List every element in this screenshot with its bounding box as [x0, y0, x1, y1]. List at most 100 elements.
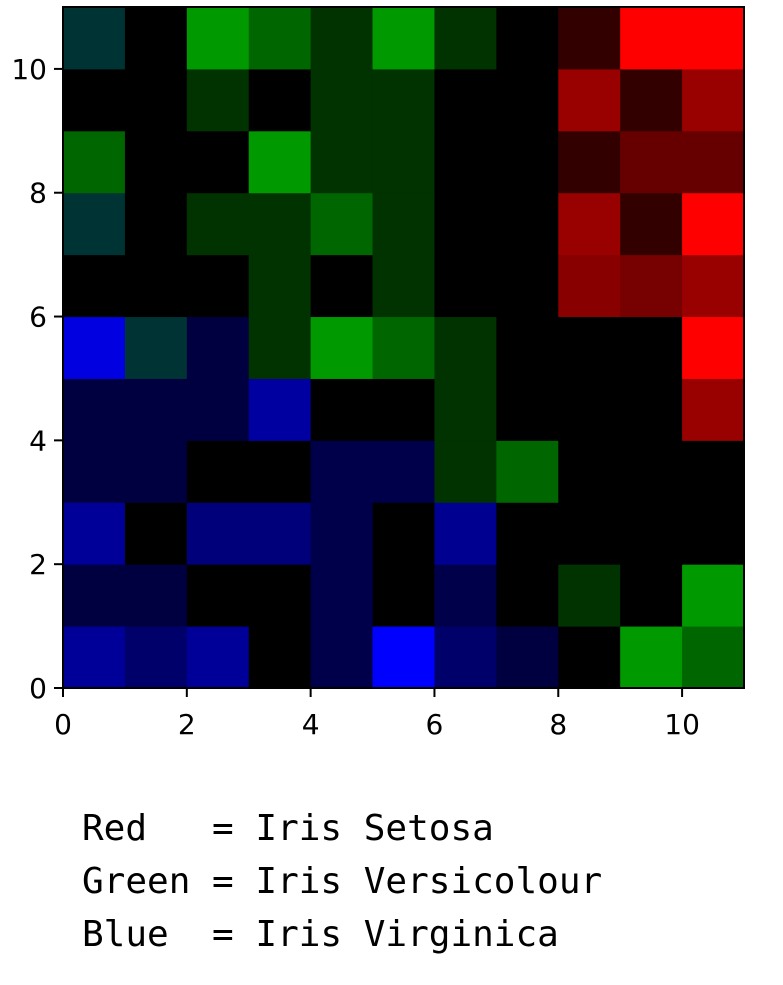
heatmap-cell [310, 626, 374, 689]
heatmap-cell [558, 564, 621, 627]
heatmap-cell [63, 440, 126, 503]
heatmap-cell [186, 626, 250, 689]
heatmap-cell [558, 254, 621, 318]
heatmap-cell [372, 68, 435, 132]
heatmap-cell [620, 130, 683, 194]
heatmap-cell [434, 192, 497, 256]
heatmap-cell [682, 626, 745, 689]
heatmap-cell [496, 68, 559, 132]
heatmap-cell [124, 192, 188, 256]
heatmap-cell [124, 68, 188, 132]
heatmap-cell [496, 502, 559, 565]
heatmap-cell [620, 192, 683, 256]
heatmap-cell [558, 378, 621, 441]
heatmap-cell [682, 192, 745, 256]
heatmap-cell [682, 564, 745, 627]
heatmap-cell [310, 7, 374, 70]
heatmap-chart: 0 2 4 6 8 10 0 2 4 6 8 10 [11, 6, 745, 741]
y-tick-label: 6 [29, 301, 47, 334]
heatmap-cell [124, 7, 188, 70]
heatmap-cell [558, 68, 621, 132]
heatmap-cell [124, 440, 188, 503]
heatmap-cell [372, 192, 435, 256]
heatmap-cell [310, 192, 374, 256]
heatmap-cell [124, 378, 188, 441]
heatmap-cell [186, 130, 250, 194]
heatmap-cell [186, 502, 250, 565]
heatmap-cell [248, 440, 312, 503]
heatmap-cell [496, 130, 559, 194]
heatmap-cell [248, 68, 312, 132]
x-axis: 0 2 4 6 8 10 [54, 688, 700, 741]
heatmap-cell [620, 626, 683, 689]
heatmap-cell [186, 316, 250, 379]
heatmap-cell [372, 502, 435, 565]
heatmap-cell [310, 316, 374, 379]
heatmap-cell [124, 564, 188, 627]
heatmap-cell [124, 316, 188, 379]
legend-green: Green = Iris Versicolour [82, 861, 603, 902]
heatmap-cell [63, 68, 126, 132]
heatmap-cell [248, 626, 312, 689]
heatmap-cell [310, 254, 374, 318]
heatmap-cell [63, 564, 126, 627]
heatmap-cell [682, 502, 745, 565]
heatmap-cell [63, 502, 126, 565]
y-tick-label: 0 [29, 672, 47, 705]
heatmap-cell [248, 316, 312, 379]
heatmap-cell [63, 7, 126, 70]
heatmap-cell [310, 378, 374, 441]
heatmap-cell [434, 68, 497, 132]
heatmap-cell [124, 502, 188, 565]
heatmap-cell [558, 502, 621, 565]
heatmap-cell [434, 626, 497, 689]
heatmap-cell [63, 130, 126, 194]
heatmap-cell [620, 254, 683, 318]
x-tick-label: 10 [664, 708, 700, 741]
heatmap-cell [558, 130, 621, 194]
heatmap-cell [63, 254, 126, 318]
heatmap-cell [434, 378, 497, 441]
heatmap-cell [372, 378, 435, 441]
y-axis: 0 2 4 6 8 10 [11, 53, 63, 705]
heatmap-cell [496, 378, 559, 441]
heatmap-cell [682, 254, 745, 318]
y-tick-label: 4 [29, 424, 47, 457]
heatmap-cell [186, 254, 250, 318]
heatmap-cell [496, 192, 559, 256]
heatmap-cell [372, 564, 435, 627]
heatmap-cell [620, 7, 683, 70]
heatmap-cell [248, 378, 312, 441]
heatmap-cells [63, 7, 745, 689]
heatmap-cell [310, 68, 374, 132]
y-tick-label: 10 [11, 53, 47, 86]
heatmap-cell [496, 254, 559, 318]
x-tick-label: 8 [549, 708, 567, 741]
heatmap-cell [434, 564, 497, 627]
heatmap-cell [248, 254, 312, 318]
heatmap-cell [248, 502, 312, 565]
heatmap-cell [434, 316, 497, 379]
heatmap-cell [434, 440, 497, 503]
heatmap-cell [558, 192, 621, 256]
heatmap-cell [310, 130, 374, 194]
heatmap-cell [372, 440, 435, 503]
heatmap-cell [434, 502, 497, 565]
heatmap-cell [310, 502, 374, 565]
heatmap-cell [496, 440, 559, 503]
heatmap-cell [496, 626, 559, 689]
heatmap-cell [682, 130, 745, 194]
heatmap-cell [372, 130, 435, 194]
x-tick-label: 6 [426, 708, 444, 741]
heatmap-cell [310, 440, 374, 503]
heatmap-cell [186, 68, 250, 132]
heatmap-cell [620, 440, 683, 503]
heatmap-cell [248, 7, 312, 70]
heatmap-cell [682, 440, 745, 503]
heatmap-cell [124, 626, 188, 689]
heatmap-cell [310, 564, 374, 627]
heatmap-cell [63, 626, 126, 689]
heatmap-cell [186, 7, 250, 70]
heatmap-cell [63, 192, 126, 256]
heatmap-cell [372, 626, 435, 689]
